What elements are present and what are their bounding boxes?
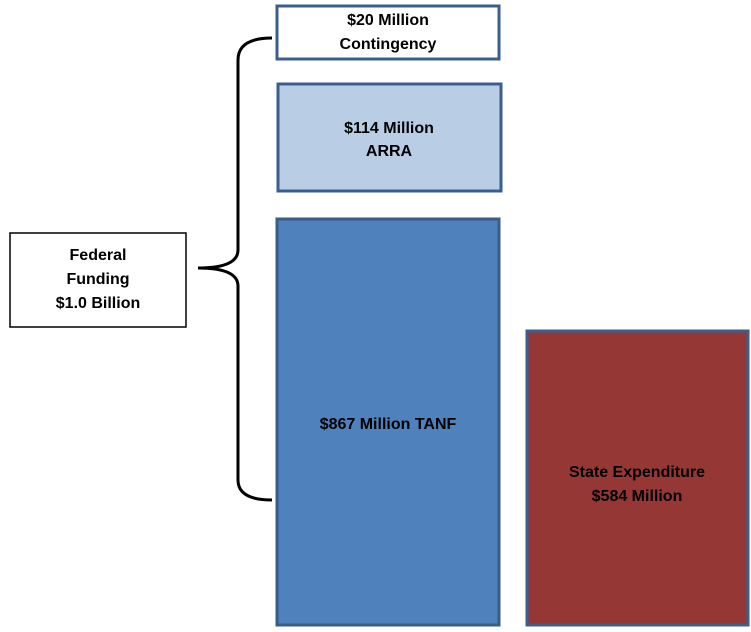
contingency-label: Contingency — [340, 36, 437, 53]
tanf-label: $867 Million TANF — [320, 416, 457, 433]
federal-box — [9, 232, 187, 328]
federal-label: Federal — [70, 247, 127, 264]
brace — [197, 36, 273, 502]
federal-label: $1.0 Billion — [56, 295, 140, 312]
arra-label: $114 Million — [344, 120, 434, 137]
tanf-box — [275, 217, 501, 627]
federal-label: Funding — [66, 271, 129, 288]
arra-box — [276, 82, 503, 193]
contingency-label: $20 Million — [347, 12, 429, 29]
contingency-box — [275, 4, 501, 61]
state-label: $584 Million — [592, 488, 683, 505]
state-box — [525, 329, 750, 627]
arra-label: ARRA — [366, 143, 413, 160]
state-label: State Expenditure — [569, 464, 705, 481]
